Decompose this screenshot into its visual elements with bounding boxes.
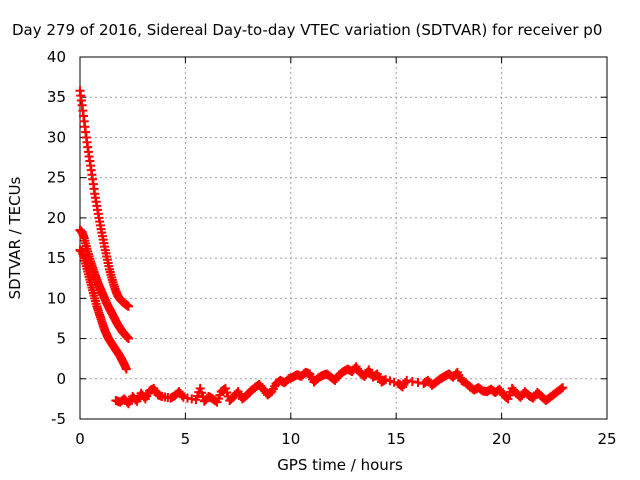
y-tick-label: 10 bbox=[47, 289, 66, 307]
y-tick-label: 30 bbox=[47, 128, 66, 146]
plot-frame bbox=[79, 56, 608, 420]
y-tick-label: 25 bbox=[47, 169, 66, 187]
x-tick-label: 20 bbox=[492, 430, 511, 448]
axis-ticks bbox=[79, 56, 608, 420]
y-tick-label: 20 bbox=[47, 209, 66, 227]
y-tick-labels: -5 0 5 10 15 20 25 30 35 40 bbox=[47, 48, 66, 428]
data-point-interp bbox=[389, 377, 399, 387]
data-point-interp bbox=[222, 387, 232, 397]
y-tick-label: 15 bbox=[47, 249, 66, 267]
data-point bbox=[220, 383, 230, 393]
data-point bbox=[123, 301, 133, 311]
series-arc-b bbox=[75, 225, 133, 344]
y-tick-label: 40 bbox=[47, 48, 66, 66]
y-tick-label: 35 bbox=[47, 88, 66, 106]
x-tick-label: 15 bbox=[387, 430, 406, 448]
series-arc-a bbox=[75, 86, 133, 311]
data-point-interp bbox=[177, 390, 187, 400]
x-axis-label: GPS time / hours bbox=[277, 456, 403, 474]
data-point bbox=[381, 375, 391, 385]
data-point-interp bbox=[556, 384, 566, 394]
y-axis-label: SDTVAR / TECUs bbox=[6, 176, 24, 299]
x-tick-label: 10 bbox=[281, 430, 300, 448]
x-tick-label: 0 bbox=[75, 430, 85, 448]
data-point bbox=[121, 364, 131, 374]
y-tick-label: 0 bbox=[56, 370, 66, 388]
grid-lines bbox=[80, 57, 607, 419]
x-tick-label: 5 bbox=[181, 430, 191, 448]
y-tick-label: -5 bbox=[51, 410, 66, 428]
series-arc-c bbox=[75, 245, 131, 374]
data-point bbox=[402, 375, 412, 385]
data-point bbox=[195, 383, 205, 393]
data-point bbox=[123, 334, 133, 344]
data-point bbox=[558, 383, 568, 393]
data-point-interp bbox=[197, 388, 207, 398]
data-points bbox=[75, 86, 568, 409]
y-tick-label: 5 bbox=[56, 330, 66, 348]
x-tick-label: 25 bbox=[597, 430, 616, 448]
series-low-band bbox=[111, 362, 568, 409]
data-point-interp bbox=[407, 376, 417, 386]
chart-title: Day 279 of 2016, Sidereal Day-to-day VTE… bbox=[12, 21, 602, 39]
x-tick-labels: 0 5 10 15 20 25 bbox=[75, 430, 616, 448]
data-point-interp bbox=[385, 376, 395, 386]
